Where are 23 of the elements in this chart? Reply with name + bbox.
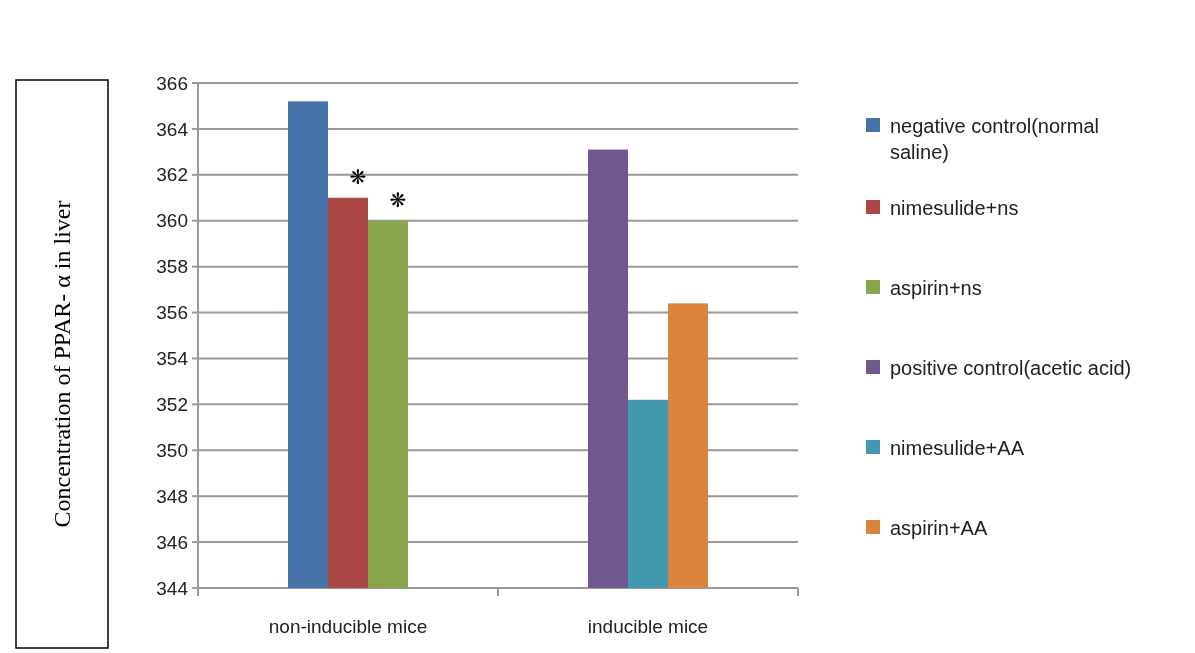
y-tick-label: 358 <box>156 256 188 278</box>
y-tick-label: 346 <box>156 531 188 553</box>
y-tick-label: 352 <box>156 394 188 416</box>
x-tick-label: inducible mice <box>587 616 709 637</box>
legend-label: nimesulide+AA <box>890 437 1025 459</box>
y-tick-label: 356 <box>156 302 188 324</box>
x-tick-label: non-inducible mice <box>268 616 428 637</box>
legend-label: aspirin+ns <box>890 277 982 299</box>
y-tick-label: 362 <box>156 164 188 186</box>
y-tick-label: 344 <box>156 577 189 599</box>
y-tick-label: 366 <box>156 72 188 94</box>
legend-label: negative control(normal saline) <box>890 115 1099 163</box>
data-label: ❋ <box>349 164 367 189</box>
y-tick-label: 350 <box>156 439 188 461</box>
legend-label: aspirin+AA <box>890 517 988 539</box>
y-tick-label: 364 <box>156 118 189 140</box>
y-axis-title: Concentration of PPAR- α in liver <box>49 200 75 528</box>
y-tick-label: 348 <box>156 485 188 507</box>
data-label: ❋ <box>389 187 407 212</box>
legend-label: nimesulide+ns <box>890 197 1019 219</box>
legend-label: positive control(acetic acid) <box>890 357 1132 379</box>
y-tick-label: 360 <box>156 210 188 232</box>
y-tick-label: 354 <box>156 348 189 370</box>
